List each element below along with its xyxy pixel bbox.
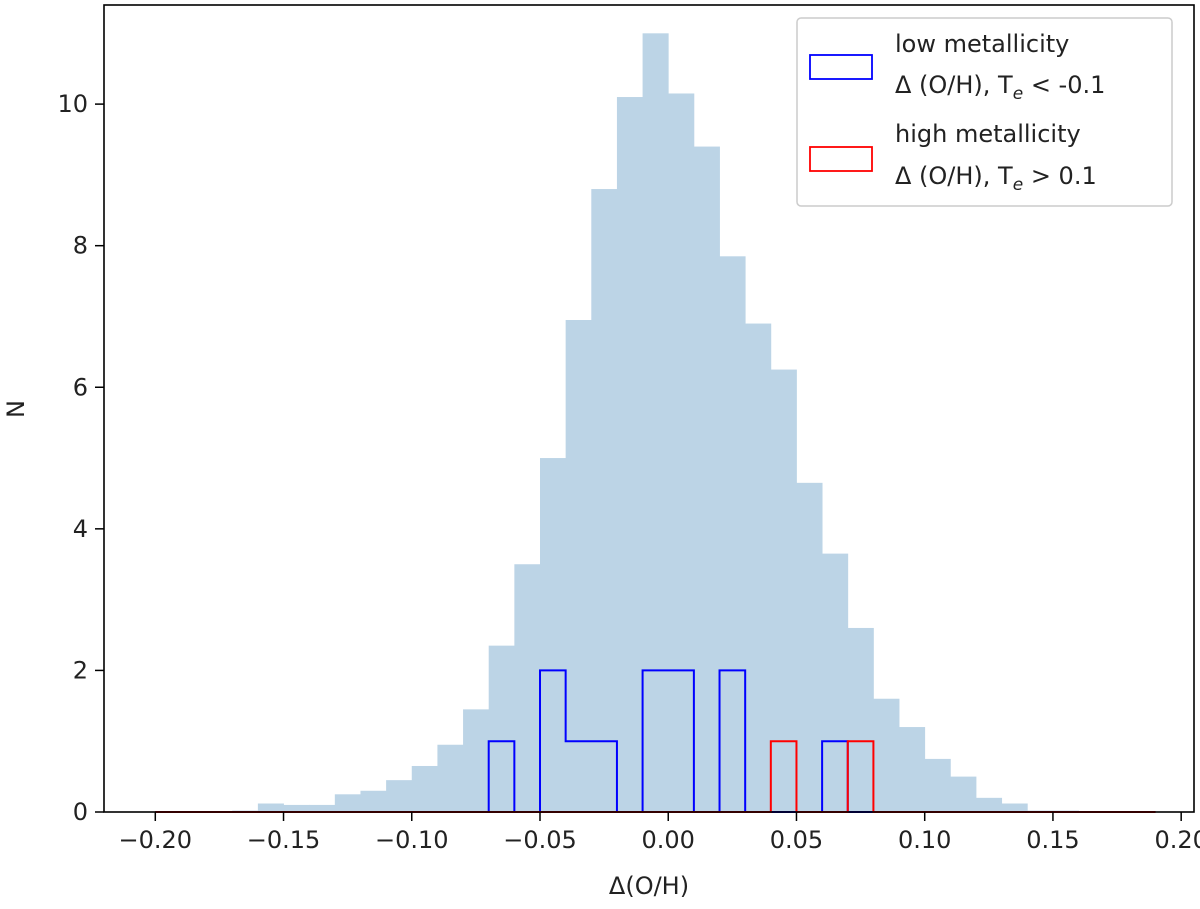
legend-low-tail: < -0.1 [1023, 71, 1105, 99]
background-bar [514, 564, 541, 812]
background-bar [770, 369, 797, 812]
y-axis-label: N [2, 400, 30, 418]
background-bar [334, 794, 361, 812]
y-tick-label: 0 [73, 798, 88, 826]
x-axis-label: Δ(O/H) [609, 872, 689, 900]
background-bar [822, 553, 849, 812]
background-bar [591, 189, 618, 813]
background-bar [1001, 803, 1028, 812]
background-bar [360, 790, 387, 812]
background-bar [463, 709, 490, 812]
y-tick-label: 6 [73, 373, 88, 401]
legend-label-high-line2: Δ (O/H), Te > 0.1 [895, 162, 1097, 195]
x-tick-label: 0.15 [1026, 826, 1079, 854]
legend-low-main: Δ (O/H), T [895, 71, 1013, 99]
background-bar [924, 758, 951, 812]
background-histogram [155, 33, 1156, 813]
background-bar [719, 256, 746, 813]
background-bar [668, 93, 695, 813]
background-bar [283, 804, 310, 812]
legend-label-low-line1: low metallicity [895, 30, 1069, 58]
y-tick-label: 2 [73, 656, 88, 684]
background-bar [488, 645, 515, 812]
x-tick-label: −0.10 [375, 826, 449, 854]
legend-swatch-low-metallicity [809, 54, 873, 80]
background-bar [745, 323, 772, 812]
x-tick-label: 0.20 [1154, 826, 1200, 854]
legend-label-high-line1: high metallicity [895, 120, 1081, 148]
plot-frame [103, 4, 1195, 813]
x-axis-ticks: −0.20 −0.15 −0.10 −0.05 0.00 0.05 0.10 0.15 0.20 [119, 812, 1200, 854]
legend-low-subscript: e [1013, 84, 1023, 104]
background-bar [540, 458, 567, 812]
x-tick-label: −0.20 [119, 826, 193, 854]
legend-swatch-high-metallicity [809, 146, 873, 172]
background-bar [616, 97, 643, 813]
background-bar [565, 320, 592, 812]
background-bar [386, 780, 413, 812]
legend-high-subscript: e [1013, 175, 1023, 195]
background-bar [976, 797, 1003, 812]
background-bar [796, 482, 823, 812]
y-tick-label: 8 [73, 232, 88, 260]
x-tick-label: −0.15 [247, 826, 321, 854]
legend-high-tail: > 0.1 [1023, 162, 1097, 190]
x-tick-label: 0.10 [898, 826, 951, 854]
background-bar [847, 627, 874, 812]
background-bar [642, 33, 669, 812]
background-bar [899, 727, 926, 812]
legend: low metallicity Δ (O/H), Te < -0.1 high … [796, 17, 1173, 207]
background-bar [411, 765, 438, 812]
background-bar [309, 804, 336, 812]
background-bar [693, 146, 720, 812]
background-bar [873, 698, 900, 812]
legend-box [796, 17, 1173, 207]
legend-label-low-line2: Δ (O/H), Te < -0.1 [895, 71, 1105, 104]
background-bar [950, 776, 977, 812]
x-tick-label: 0.00 [642, 826, 695, 854]
y-axis-ticks: 0 2 4 6 8 10 [57, 90, 104, 826]
x-tick-label: 0.05 [770, 826, 823, 854]
legend-high-main: Δ (O/H), T [895, 162, 1013, 190]
y-tick-label: 4 [73, 515, 88, 543]
background-bar [437, 744, 464, 812]
y-tick-label: 10 [57, 90, 88, 118]
x-tick-label: −0.05 [503, 826, 577, 854]
background-bar [257, 803, 284, 812]
